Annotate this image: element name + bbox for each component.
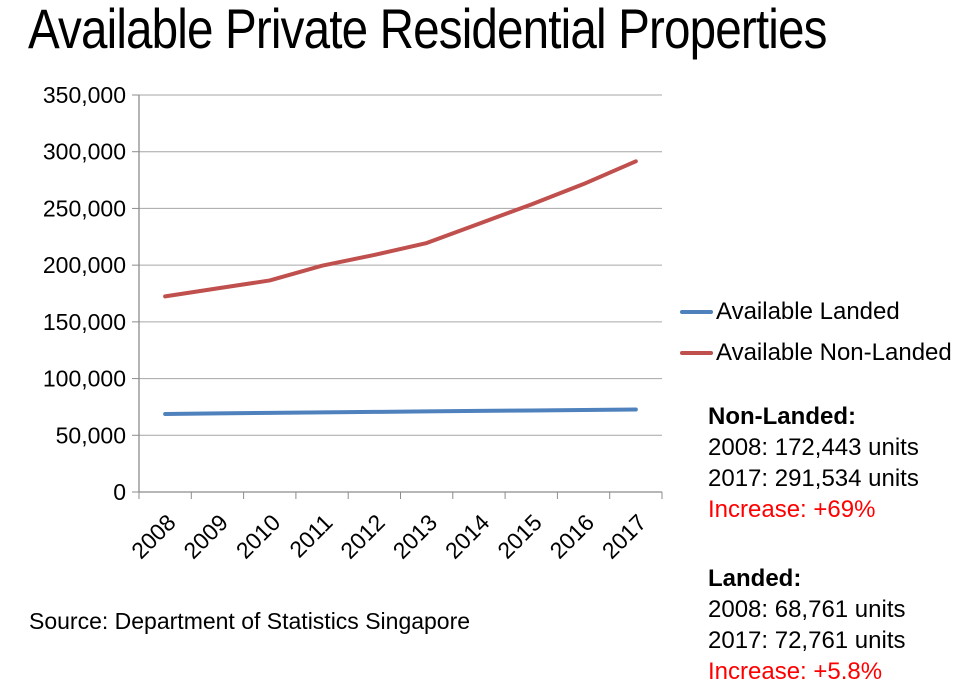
- y-axis-label: 100,000: [43, 366, 126, 392]
- x-axis-label: 2010: [231, 509, 286, 564]
- non-landed-annotation: Non-Landed: 2008: 172,443 units 2017: 29…: [708, 401, 919, 525]
- x-axis-label: 2015: [492, 509, 547, 564]
- x-axis-label: 2012: [335, 509, 390, 564]
- series-line-available-non-landed: [163, 159, 638, 299]
- legend-line-swatch: [680, 351, 713, 355]
- legend-label: Available Non-Landed: [716, 339, 952, 366]
- non-landed-2008-value: 2008: 172,443 units: [708, 434, 919, 461]
- y-axis-label: 300,000: [43, 139, 126, 165]
- x-axis-label: 2009: [178, 509, 233, 564]
- y-axis-label: 250,000: [43, 195, 126, 221]
- legend-item: Available Landed: [680, 298, 952, 325]
- legend-line-swatch: [680, 310, 713, 314]
- landed-2017-value: 2017: 72,761 units: [708, 627, 906, 654]
- chart-legend: Available Landed Available Non-Landed: [680, 298, 952, 381]
- x-axis-label: 2011: [284, 509, 337, 562]
- legend-item: Available Non-Landed: [680, 339, 952, 366]
- chart-title: Available Private Residential Properties: [28, 0, 827, 60]
- x-axis-label: 2016: [545, 509, 600, 564]
- y-axis-label: 50,000: [56, 422, 126, 448]
- y-axis-label: 150,000: [43, 309, 126, 335]
- landed-annotation: Landed: 2008: 68,761 units 2017: 72,761 …: [708, 563, 906, 683]
- x-axis-label: 2017: [597, 509, 652, 564]
- source-note: Source: Department of Statistics Singapo…: [29, 608, 471, 634]
- x-axis-label: 2013: [388, 509, 443, 564]
- y-axis-label: 350,000: [43, 82, 126, 108]
- y-axis-label: 0: [113, 479, 126, 505]
- landed-2008-value: 2008: 68,761 units: [708, 596, 906, 623]
- legend-label: Available Landed: [716, 298, 900, 325]
- non-landed-2017-value: 2017: 291,534 units: [708, 465, 919, 492]
- non-landed-increase: Increase: +69%: [708, 496, 876, 523]
- landed-heading: Landed:: [708, 565, 802, 592]
- x-axis-label: 2008: [126, 509, 181, 564]
- y-axis-label: 200,000: [43, 252, 126, 278]
- x-axis-label: 2014: [440, 509, 495, 564]
- non-landed-heading: Non-Landed:: [708, 403, 856, 430]
- series-line-available-landed: [163, 407, 638, 417]
- landed-increase: Increase: +5.8%: [708, 658, 883, 683]
